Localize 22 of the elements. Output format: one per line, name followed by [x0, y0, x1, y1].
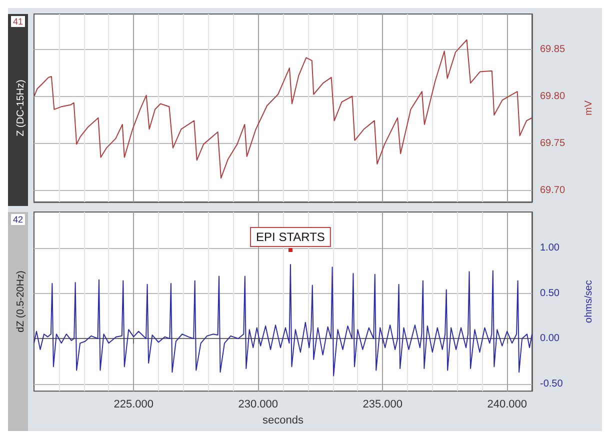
x-tick-label: 235.000: [362, 398, 402, 411]
y-tick-label: 69.85: [540, 44, 566, 55]
y-tick-label: 1.00: [540, 242, 560, 254]
y-tick-label: 0.50: [540, 288, 560, 299]
y2-axis-title: ohms/sec: [584, 280, 594, 323]
line-series: [34, 39, 532, 179]
x-tick-label: 230.000: [238, 398, 278, 411]
y-axis-title: dZ (0.5-20Hz): [16, 270, 26, 332]
x-axis-title: seconds: [262, 414, 304, 426]
x-tick-label: 240.000: [487, 398, 527, 411]
line-series: [34, 264, 532, 376]
y-axis-title: Z (DC-15Hz): [16, 80, 26, 136]
x-tick-label: 225.000: [114, 398, 154, 411]
annotation: EPI STARTS: [256, 230, 325, 244]
text: 42: [13, 214, 24, 224]
y-tick-label: 69.75: [540, 138, 566, 149]
y-tick-label: 69.70: [540, 184, 566, 196]
text: 41: [13, 16, 24, 26]
y-tick-label: 69.80: [540, 90, 566, 102]
y2-axis-title: mV: [584, 100, 594, 116]
y-tick-label: -0.50: [540, 378, 564, 390]
y-tick-label: 0.00: [540, 333, 560, 344]
